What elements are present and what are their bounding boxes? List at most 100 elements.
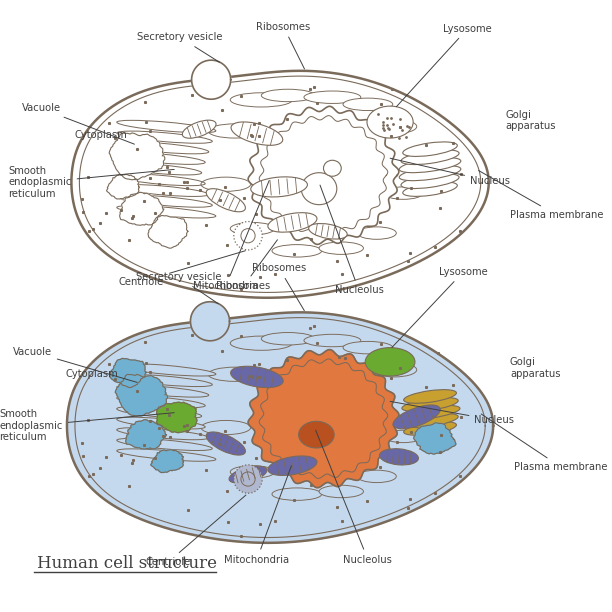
Polygon shape bbox=[120, 192, 164, 225]
Ellipse shape bbox=[343, 341, 393, 354]
Ellipse shape bbox=[372, 119, 417, 133]
Ellipse shape bbox=[230, 93, 293, 107]
Ellipse shape bbox=[241, 472, 255, 486]
Ellipse shape bbox=[117, 375, 212, 387]
Ellipse shape bbox=[393, 405, 440, 429]
Ellipse shape bbox=[268, 213, 317, 232]
Ellipse shape bbox=[117, 438, 212, 450]
Ellipse shape bbox=[399, 158, 461, 173]
Ellipse shape bbox=[231, 366, 283, 387]
Polygon shape bbox=[115, 375, 168, 416]
Ellipse shape bbox=[117, 428, 209, 440]
Ellipse shape bbox=[117, 449, 216, 461]
Polygon shape bbox=[259, 116, 388, 235]
Ellipse shape bbox=[304, 334, 361, 347]
Ellipse shape bbox=[308, 223, 347, 239]
Text: Vacuole: Vacuole bbox=[21, 103, 135, 144]
Ellipse shape bbox=[272, 245, 322, 257]
Polygon shape bbox=[151, 450, 184, 472]
Ellipse shape bbox=[208, 124, 261, 138]
Polygon shape bbox=[72, 71, 489, 298]
Polygon shape bbox=[67, 312, 493, 543]
Ellipse shape bbox=[117, 396, 205, 408]
Text: Mitochondria: Mitochondria bbox=[193, 181, 269, 291]
Text: Golgi
apparatus: Golgi apparatus bbox=[506, 110, 556, 131]
Ellipse shape bbox=[299, 421, 334, 448]
Polygon shape bbox=[248, 349, 399, 488]
Text: Cytoplasm: Cytoplasm bbox=[75, 130, 128, 140]
Ellipse shape bbox=[234, 222, 262, 250]
Ellipse shape bbox=[206, 432, 245, 455]
Ellipse shape bbox=[404, 390, 457, 403]
Text: Nucleus: Nucleus bbox=[390, 401, 515, 425]
Text: Smooth
endoplasmic
reticulum: Smooth endoplasmic reticulum bbox=[0, 409, 174, 442]
Text: Human cell structure: Human cell structure bbox=[37, 555, 217, 572]
Ellipse shape bbox=[117, 385, 209, 397]
Ellipse shape bbox=[230, 222, 275, 235]
Ellipse shape bbox=[372, 363, 417, 377]
Ellipse shape bbox=[403, 182, 457, 196]
Ellipse shape bbox=[357, 227, 397, 239]
Text: Smooth
endoplasmic
reticulum: Smooth endoplasmic reticulum bbox=[9, 166, 174, 199]
Text: Secretory vesicle: Secretory vesicle bbox=[136, 272, 222, 304]
Ellipse shape bbox=[230, 336, 293, 350]
Ellipse shape bbox=[261, 332, 315, 345]
Ellipse shape bbox=[404, 422, 457, 435]
Ellipse shape bbox=[117, 417, 205, 429]
Ellipse shape bbox=[117, 364, 216, 376]
Ellipse shape bbox=[230, 466, 275, 478]
Polygon shape bbox=[192, 60, 231, 99]
Polygon shape bbox=[110, 359, 146, 387]
Text: Golgi
apparatus: Golgi apparatus bbox=[510, 357, 561, 379]
Ellipse shape bbox=[399, 166, 461, 181]
Ellipse shape bbox=[301, 173, 337, 204]
Ellipse shape bbox=[402, 398, 458, 411]
Ellipse shape bbox=[206, 188, 245, 212]
Text: Plasma membrane: Plasma membrane bbox=[479, 171, 603, 220]
Text: Centriole: Centriole bbox=[119, 251, 245, 286]
Ellipse shape bbox=[343, 98, 393, 111]
Polygon shape bbox=[106, 174, 139, 199]
Text: Lysosome: Lysosome bbox=[392, 267, 488, 348]
Ellipse shape bbox=[401, 150, 459, 165]
Text: Ribosomes: Ribosomes bbox=[252, 263, 306, 311]
Ellipse shape bbox=[384, 430, 423, 442]
Ellipse shape bbox=[241, 229, 255, 243]
Ellipse shape bbox=[261, 89, 315, 102]
Polygon shape bbox=[414, 423, 456, 454]
Ellipse shape bbox=[251, 177, 307, 197]
Text: Secretory vesicle: Secretory vesicle bbox=[137, 32, 223, 62]
Ellipse shape bbox=[357, 470, 397, 483]
Text: Nucleolus: Nucleolus bbox=[316, 430, 392, 564]
Polygon shape bbox=[248, 106, 399, 244]
Ellipse shape bbox=[324, 160, 341, 176]
Ellipse shape bbox=[401, 174, 459, 188]
Ellipse shape bbox=[403, 142, 457, 157]
Ellipse shape bbox=[268, 456, 317, 476]
Ellipse shape bbox=[229, 466, 267, 483]
Ellipse shape bbox=[304, 91, 361, 103]
Ellipse shape bbox=[402, 414, 458, 427]
Ellipse shape bbox=[400, 405, 460, 420]
Text: Vacuole: Vacuole bbox=[13, 347, 137, 382]
Text: Ribosomes: Ribosomes bbox=[217, 240, 277, 291]
Ellipse shape bbox=[234, 465, 262, 493]
Ellipse shape bbox=[384, 187, 423, 200]
Ellipse shape bbox=[117, 406, 202, 418]
Text: Centriole: Centriole bbox=[146, 495, 246, 567]
Text: Cytoplasm: Cytoplasm bbox=[66, 369, 119, 379]
Ellipse shape bbox=[208, 367, 261, 381]
Ellipse shape bbox=[231, 122, 283, 145]
Text: Plasma membrane: Plasma membrane bbox=[481, 414, 608, 472]
Polygon shape bbox=[157, 402, 197, 433]
Polygon shape bbox=[148, 215, 188, 248]
Polygon shape bbox=[126, 420, 166, 449]
Polygon shape bbox=[190, 302, 230, 341]
Ellipse shape bbox=[201, 420, 251, 435]
Ellipse shape bbox=[379, 449, 419, 465]
Polygon shape bbox=[259, 359, 388, 479]
Ellipse shape bbox=[319, 485, 364, 498]
Ellipse shape bbox=[319, 242, 364, 255]
Ellipse shape bbox=[367, 106, 413, 138]
Ellipse shape bbox=[182, 120, 216, 138]
